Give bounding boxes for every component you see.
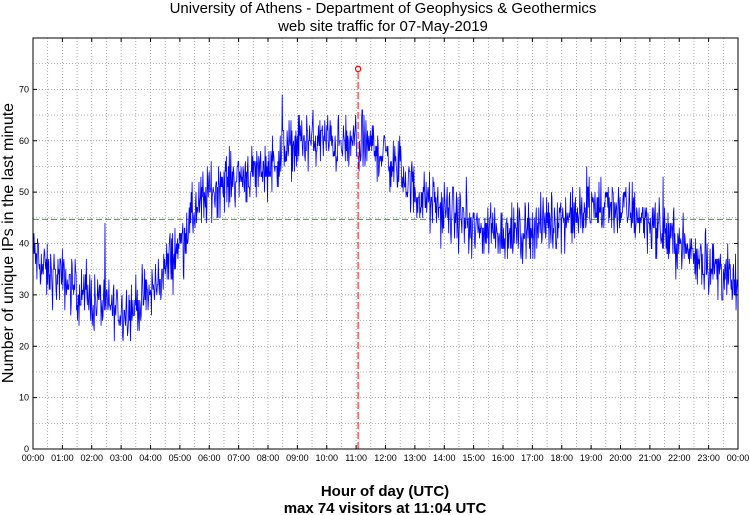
chart-title: University of Athens - Department of Geo… — [170, 0, 597, 17]
x-tick-label: 18:00 — [550, 453, 573, 463]
y-axis-ticks: 0 10 20 30 40 50 60 70 — [19, 84, 738, 454]
x-axis-ticks: 00:00 01:00 02:00 03:00 04:00 05:00 06:00 07:00… — [22, 38, 750, 463]
y-tick-label: 20 — [19, 341, 29, 351]
y-tick-label: 60 — [19, 136, 29, 146]
x-tick-label: 06:00 — [198, 453, 221, 463]
x-tick-label: 01:00 — [51, 453, 74, 463]
x-tick-label: 12:00 — [374, 453, 397, 463]
x-tick-label: 09:00 — [286, 453, 309, 463]
x-tick-label: 05:00 — [169, 453, 192, 463]
x-tick-label: 10:00 — [315, 453, 338, 463]
x-tick-label: 08:00 — [257, 453, 280, 463]
y-tick-label: 30 — [19, 290, 29, 300]
x-tick-label: 00:00 — [22, 453, 45, 463]
x-tick-label: 04:00 — [139, 453, 162, 463]
grid-lines — [33, 38, 738, 449]
y-tick-label: 40 — [19, 239, 29, 249]
x-tick-label: 20:00 — [609, 453, 632, 463]
series-traffic — [32, 94, 739, 342]
y-tick-label: 0 — [24, 444, 29, 454]
x-tick-label: 07:00 — [227, 453, 250, 463]
y-tick-label: 10 — [19, 393, 29, 403]
x-tick-label: 14:00 — [433, 453, 456, 463]
x-tick-label: 03:00 — [110, 453, 133, 463]
x-tick-label: 13:00 — [404, 453, 427, 463]
max-marker — [354, 65, 362, 449]
x-tick-label: 16:00 — [492, 453, 515, 463]
x-tick-label: 15:00 — [462, 453, 485, 463]
x-axis-label: Hour of day (UTC) — [321, 483, 449, 500]
x-tick-label: 19:00 — [580, 453, 603, 463]
y-axis-label: Number of unique IPs in the last minute — [0, 103, 17, 383]
x-tick-label: 11:00 — [345, 453, 367, 463]
y-tick-label: 50 — [19, 187, 29, 197]
series-line — [32, 94, 739, 342]
x-tick-label: 17:00 — [521, 453, 544, 463]
x-tick-label: 23:00 — [697, 453, 720, 463]
x-tick-label: 21:00 — [639, 453, 662, 463]
x-tick-label: 02:00 — [80, 453, 103, 463]
chart-subtitle: web site traffic for 07-May-2019 — [277, 18, 488, 35]
x-tick-label: 00:00 — [727, 453, 750, 463]
max-visitors-note: max 74 visitors at 11:04 UTC — [284, 500, 487, 515]
x-tick-label: 22:00 — [668, 453, 691, 463]
max-marker-point — [354, 65, 362, 73]
y-tick-label: 70 — [19, 84, 29, 94]
